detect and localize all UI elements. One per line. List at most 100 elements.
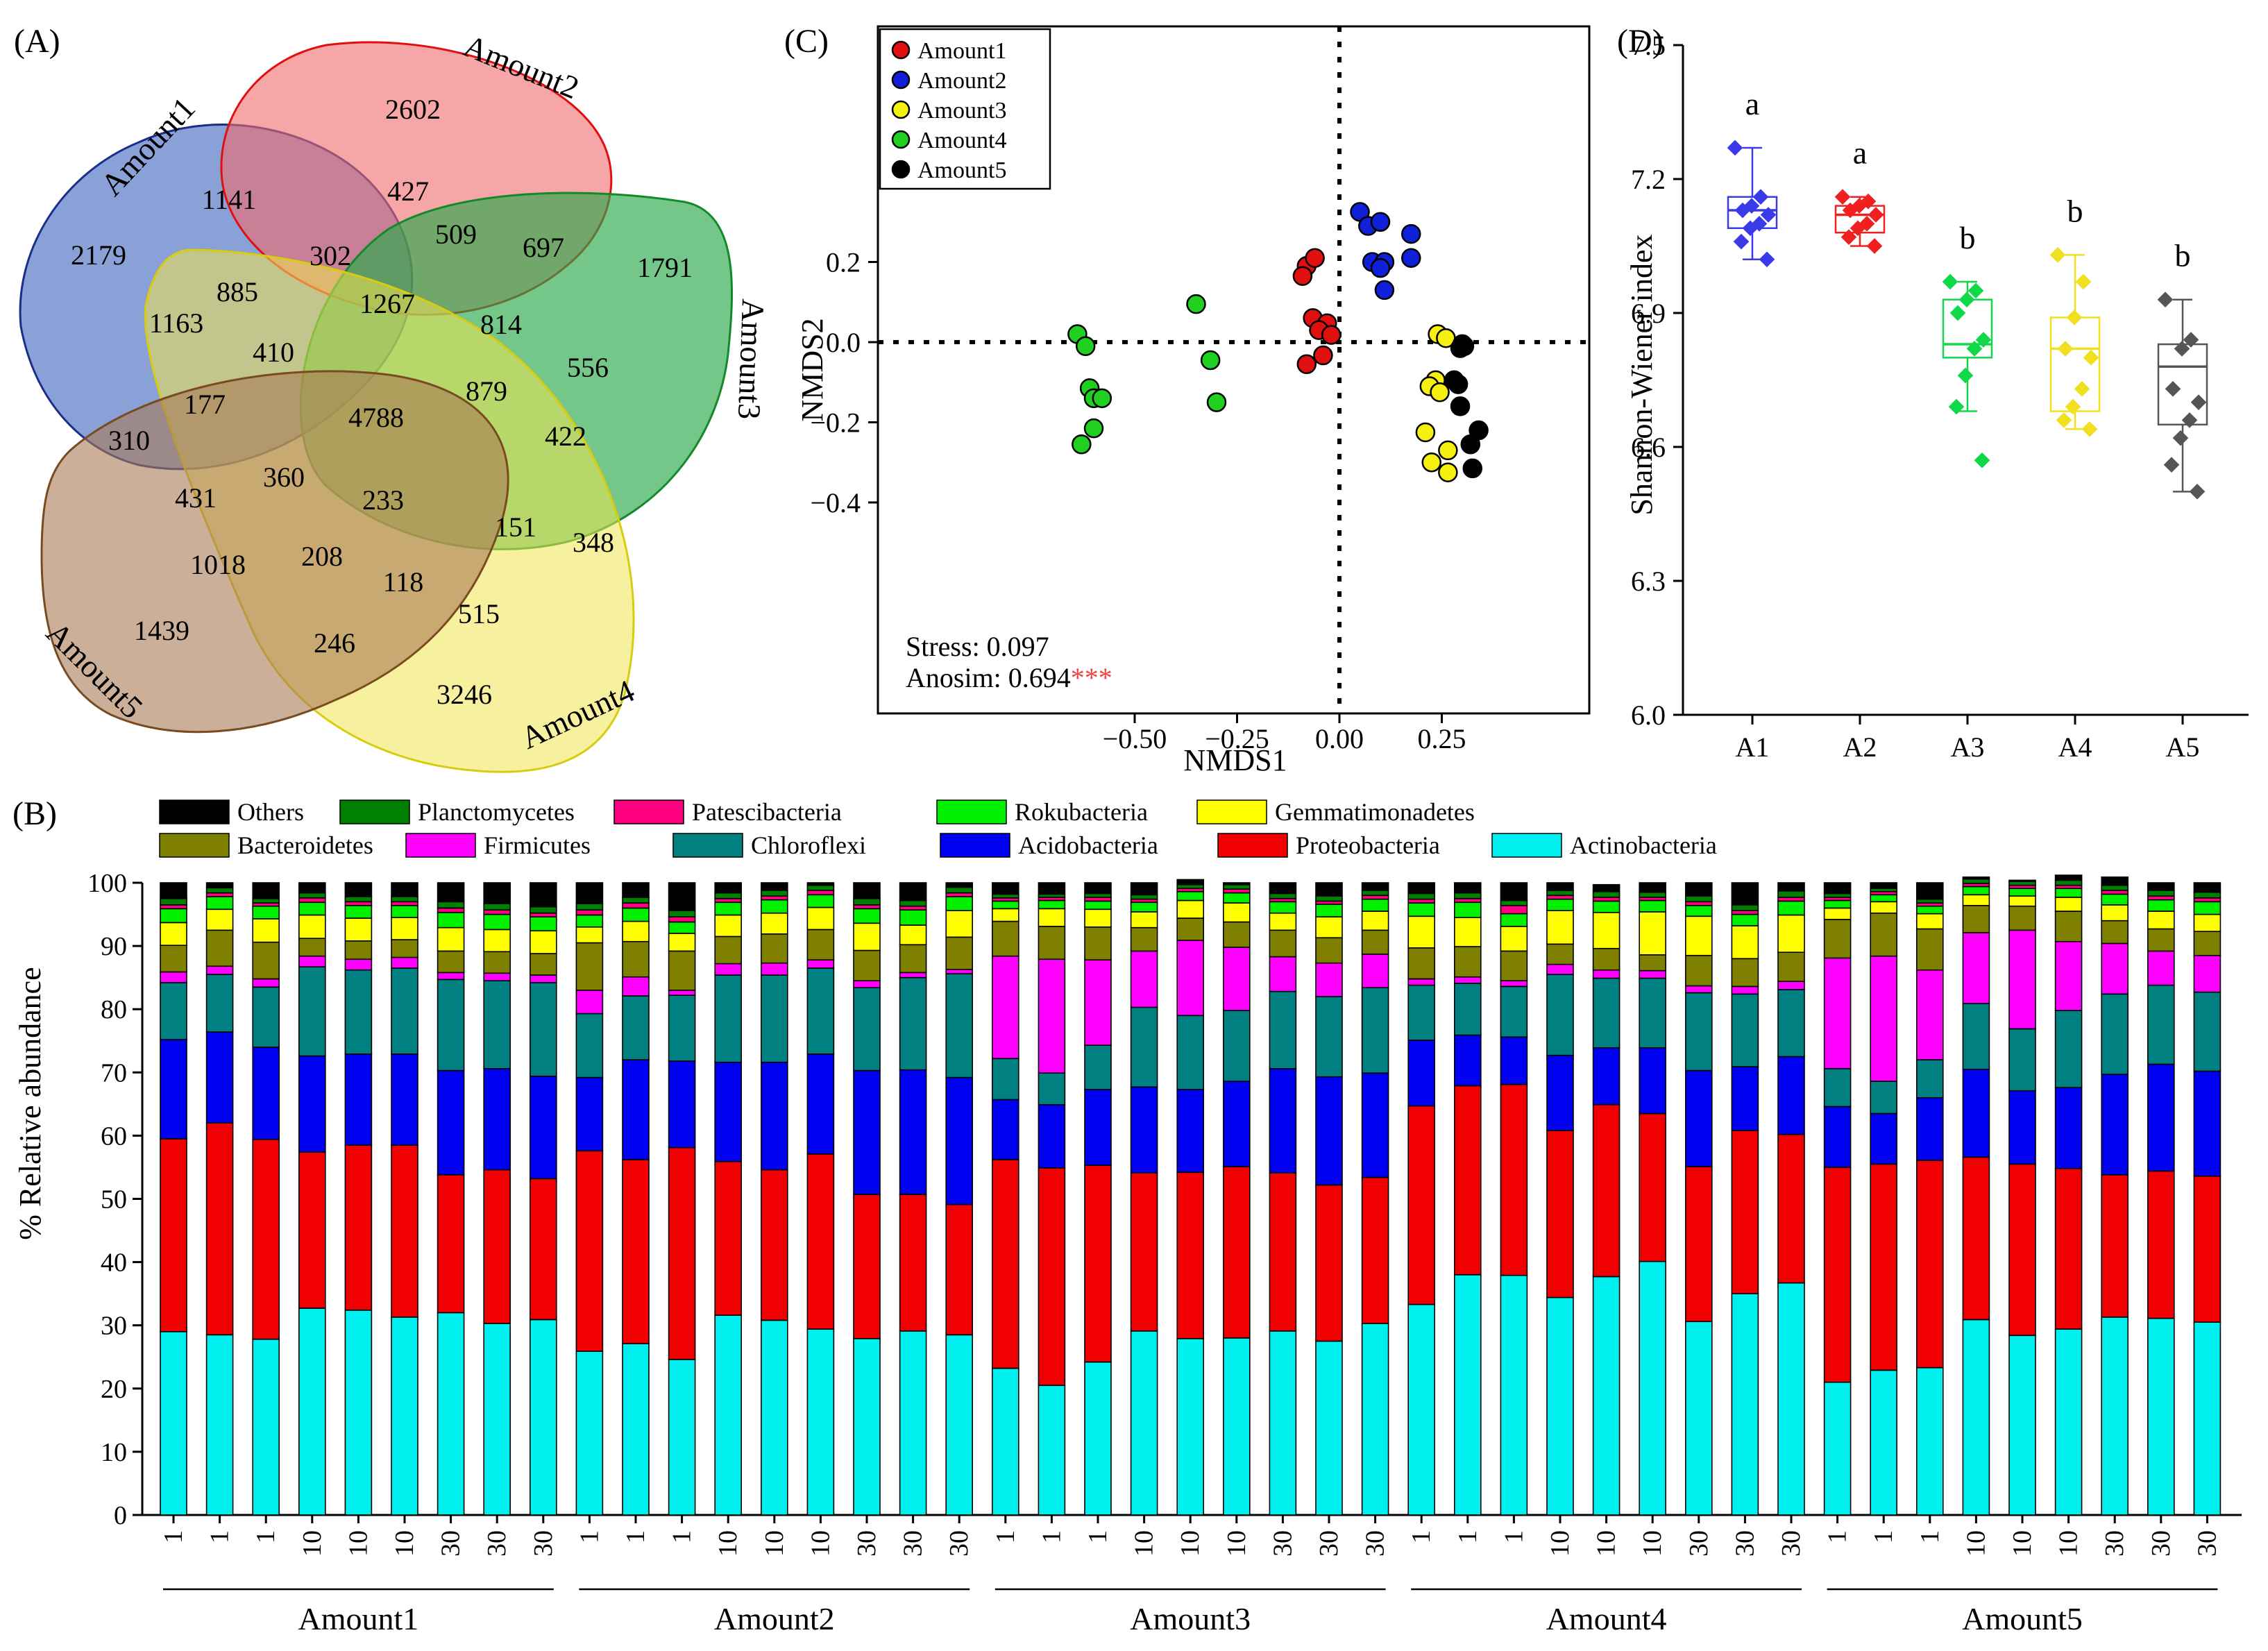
bar-segment: [1130, 1006, 1158, 1088]
shannon-point: [2065, 398, 2081, 415]
bar-x-tick-label: 1: [1915, 1530, 1945, 1543]
nmds-point: [1430, 382, 1450, 403]
bar-x-tick-label: 1: [159, 1530, 188, 1543]
bar-segment: [391, 917, 418, 940]
nmds-legend-marker: [891, 40, 911, 60]
bar-segment: [160, 945, 187, 973]
bar-segment: [668, 950, 696, 991]
bar-segment: [575, 1351, 604, 1516]
bar-segment: [1130, 950, 1158, 1008]
venn-count: 556: [567, 352, 609, 383]
bar-y-tick-label: 10: [101, 1438, 127, 1467]
bar-segment: [1454, 1085, 1482, 1276]
bar-segment: [761, 882, 788, 891]
bar-segment: [1639, 1112, 1666, 1262]
bar-segment: [1546, 943, 1574, 965]
nmds-anosim-value: Anosim: 0.694: [906, 662, 1071, 693]
bar-group-label: Amount3: [1130, 1601, 1251, 1636]
nmds-y-axis-title: NMDS2: [795, 318, 829, 421]
bar-segment: [1454, 882, 1482, 894]
bar-segment: [853, 908, 881, 924]
bar-segment: [2193, 897, 2222, 903]
bar-segment: [2193, 1321, 2222, 1516]
nmds-point: [1401, 223, 1421, 244]
shannon-point: [1742, 220, 1759, 237]
bar-segment: [1500, 950, 1528, 982]
bar-segment: [298, 1151, 326, 1309]
bar-segment: [1130, 1172, 1158, 1332]
bar-legend-label: Firmicutes: [484, 831, 591, 859]
nmds-point: [1370, 257, 1391, 278]
bar-segment: [2147, 1170, 2175, 1319]
bar-segment: [1870, 901, 1897, 914]
shannon-significance-letter: a: [1745, 86, 1759, 121]
bar-segment: [1546, 910, 1574, 945]
bar-segment: [992, 893, 1019, 899]
bar-segment: [806, 894, 835, 908]
bar-segment: [1223, 902, 1251, 923]
bar-segment: [1361, 929, 1389, 955]
bar-segment: [483, 1323, 511, 1516]
bar-segment: [714, 882, 742, 894]
bar-segment: [899, 1069, 927, 1195]
bar-x-tick-label: 1: [205, 1530, 235, 1543]
bar-segment: [298, 1307, 326, 1516]
bar-segment: [2008, 881, 2036, 886]
bar-x-tick-label: 30: [1730, 1530, 1759, 1557]
bar-segment: [1361, 1072, 1389, 1178]
bar-segment: [1639, 899, 1666, 913]
bar-segment: [391, 1053, 418, 1146]
bar-segment: [1176, 879, 1204, 886]
bar-segment: [1685, 1069, 1713, 1167]
bar-segment: [992, 1159, 1019, 1369]
bar-x-tick-label: 30: [2192, 1530, 2222, 1557]
venn-count: 246: [314, 627, 355, 659]
nmds-point: [1075, 336, 1096, 357]
bar-y-tick-label: 20: [101, 1375, 127, 1404]
bar-x-tick-label: 10: [1592, 1530, 1621, 1557]
bar-segment: [2101, 904, 2129, 922]
bar-segment: [1823, 882, 1852, 895]
bar-segment: [252, 897, 280, 904]
bar-segment: [298, 966, 326, 1057]
shannon-significance-letter: b: [2067, 193, 2083, 228]
shannon-point: [2056, 412, 2072, 428]
shannon-boxes: a a b b b: [1727, 86, 2208, 500]
bar-segment: [252, 905, 280, 920]
bar-segment: [2193, 954, 2222, 993]
bar-segment: [344, 1053, 373, 1146]
bar-segment: [1315, 937, 1343, 964]
bar-segment: [2008, 1028, 2036, 1092]
venn-count: 515: [458, 598, 500, 629]
panel-label-b: (B): [12, 795, 57, 832]
venn-count: 422: [545, 421, 586, 452]
bar-segment: [945, 1334, 973, 1516]
bar-segment: [2193, 882, 2222, 893]
bar-segment: [483, 951, 511, 974]
bar-segment: [1916, 1059, 1944, 1099]
bar-segment: [668, 921, 696, 934]
bar-x-tick-label: 1: [1823, 1530, 1852, 1543]
bar-segment: [483, 929, 511, 953]
nmds-point: [1296, 354, 1317, 375]
shannon-significance-letter: b: [2175, 238, 2191, 273]
shannon-point: [1840, 229, 1857, 245]
bar-segment: [2147, 1063, 2175, 1172]
bar-segment: [899, 909, 927, 926]
venn-count: 431: [175, 482, 217, 514]
bar-segment: [483, 980, 511, 1069]
shannon-point: [1949, 305, 1966, 321]
nmds-points: [1067, 202, 1489, 482]
bar-segment: [1269, 901, 1297, 914]
bar-segment: [668, 933, 696, 952]
venn-count: 233: [362, 484, 404, 516]
bar-segment: [1454, 983, 1482, 1036]
bar-segment: [1546, 963, 1574, 975]
bar-segment: [1731, 993, 1759, 1067]
bar-segment: [1315, 904, 1343, 917]
bar-segment: [575, 914, 604, 928]
bar-segment: [2193, 931, 2222, 956]
shannon-y-axis-title: Shannon-Wiener index: [1625, 234, 1659, 515]
bar-segment: [668, 990, 696, 996]
bar-segment: [1962, 1156, 1990, 1321]
